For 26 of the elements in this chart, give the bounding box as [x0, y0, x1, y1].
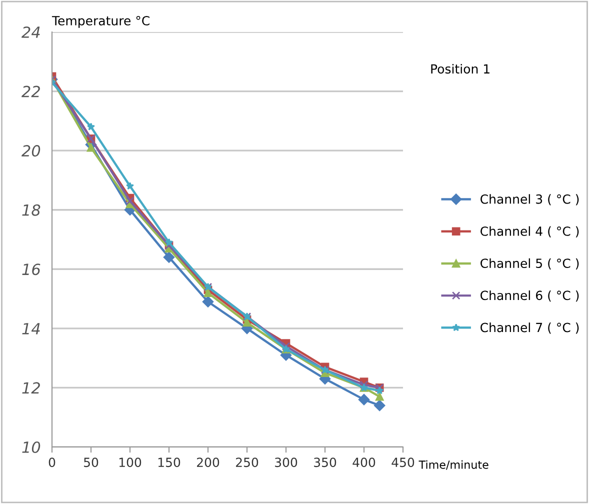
- x-tick-label: 250: [236, 458, 258, 468]
- legend-label: Channel 3 ( °C ): [480, 194, 579, 206]
- y-tick-label: 12: [22, 382, 40, 394]
- x-tick-label: 0: [48, 458, 56, 468]
- text: Position 1: [431, 64, 490, 74]
- y-tick-label: 10: [22, 441, 40, 454]
- y-tick-label: 20: [22, 145, 40, 157]
- x-tick-label: 100: [119, 458, 142, 468]
- x-tick-label: 300: [275, 458, 298, 468]
- x-tick-label: 450: [392, 458, 414, 468]
- y-tick-label: 24: [22, 26, 40, 38]
- legend-label: Channel 4 ( °C ): [480, 226, 579, 238]
- legend-label: Channel 7 ( °C ): [480, 322, 579, 334]
- x-axis-title: Time/minute: [418, 460, 488, 470]
- y-tick-label: 18: [22, 204, 40, 216]
- x-tick-label: 200: [196, 458, 220, 468]
- y-tick-label: 16: [22, 264, 40, 276]
- y-tick-label: 14: [22, 323, 40, 334]
- x-tick-label: 400: [352, 458, 376, 468]
- y-tick-label: 22: [22, 86, 40, 98]
- x-tick-label: 150: [158, 458, 180, 468]
- y-axis-title: Temperature °C: [52, 16, 150, 28]
- x-tick-label: 50: [84, 458, 98, 468]
- legend-label: Channel 6 ( °C ): [480, 290, 579, 302]
- legend-label: Channel 5 ( °C ): [480, 258, 579, 270]
- x-tick-label: 350: [314, 458, 336, 468]
